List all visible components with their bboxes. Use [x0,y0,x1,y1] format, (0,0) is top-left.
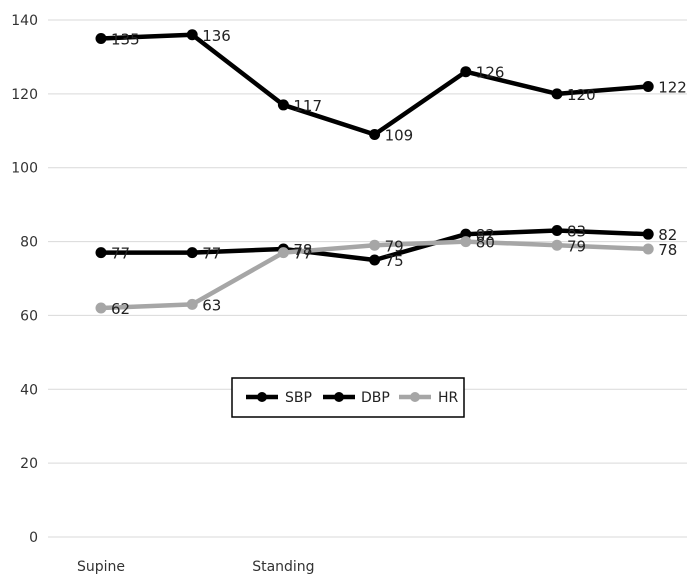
hr-data-point [95,302,107,314]
y-tick-label: 40 [20,382,38,398]
y-tick-label: 100 [11,161,38,177]
hr-legend-marker [410,392,420,402]
dbp-legend-label: DBP [361,390,390,406]
dbp-data-label: 82 [658,226,677,244]
hr-data-point [277,247,289,259]
sbp-data-label: 122 [658,78,687,96]
hr-data-point [369,239,381,251]
dbp-data-label: 82 [476,226,495,244]
x-category-label: Standing [252,559,314,575]
y-tick-label: 60 [20,308,38,324]
sbp-series-line [98,32,651,137]
y-tick-label: 140 [11,13,38,29]
y-tick-label: 0 [29,530,38,546]
sbp-data-point [95,32,107,44]
sbp-data-point [369,128,381,140]
sbp-data-label: 126 [476,64,505,82]
hr-data-label: 79 [567,237,586,255]
sbp-data-point [551,88,563,100]
dbp-data-point [186,247,198,259]
dbp-data-point [642,228,654,240]
x-category-label: Supine [77,559,125,575]
x-axis-categories: Supine Standing [77,559,315,575]
hr-data-point [642,243,654,255]
sbp-data-label: 136 [202,27,231,45]
dbp-data-label: 77 [111,245,130,263]
y-tick-label: 20 [20,456,38,472]
hr-data-point [460,236,472,248]
sbp-data-point [186,29,198,41]
dbp-data-point [95,247,107,259]
dbp-data-point [369,254,381,266]
hr-data-point [551,239,563,251]
series-layer [95,29,654,314]
y-tick-label: 120 [11,87,38,103]
y-tick-label: 80 [20,235,38,251]
sbp-data-label: 109 [385,126,414,144]
dbp-data-label: 83 [567,222,586,240]
dbp-data-label: 77 [202,245,221,263]
hr-data-point [186,298,198,310]
hr-data-label: 79 [385,237,404,255]
sbp-data-point [277,99,289,111]
sbp-data-label: 135 [111,30,140,48]
dbp-data-point [551,224,563,236]
hr-data-label: 77 [293,245,312,263]
dbp-legend-marker [334,392,344,402]
dbp-data-label: 75 [385,252,404,270]
hr-data-label: 78 [658,241,677,259]
hr-data-label: 62 [111,300,130,318]
hr-legend-label: HR [438,390,459,406]
sbp-legend-marker [257,392,267,402]
sbp-legend-label: SBP [285,390,312,406]
sbp-data-label: 117 [293,97,322,115]
y-axis-ticks: 0 20 40 60 80 100 120 140 [11,13,38,546]
dbp-data-label: 78 [293,241,312,259]
sbp-data-point [460,66,472,78]
sbp-data-point [642,80,654,92]
legend: SBP DBP HR [231,377,465,418]
sbp-data-label: 120 [567,86,596,104]
hr-data-label: 80 [476,234,495,252]
hr-data-label: 63 [202,296,221,314]
